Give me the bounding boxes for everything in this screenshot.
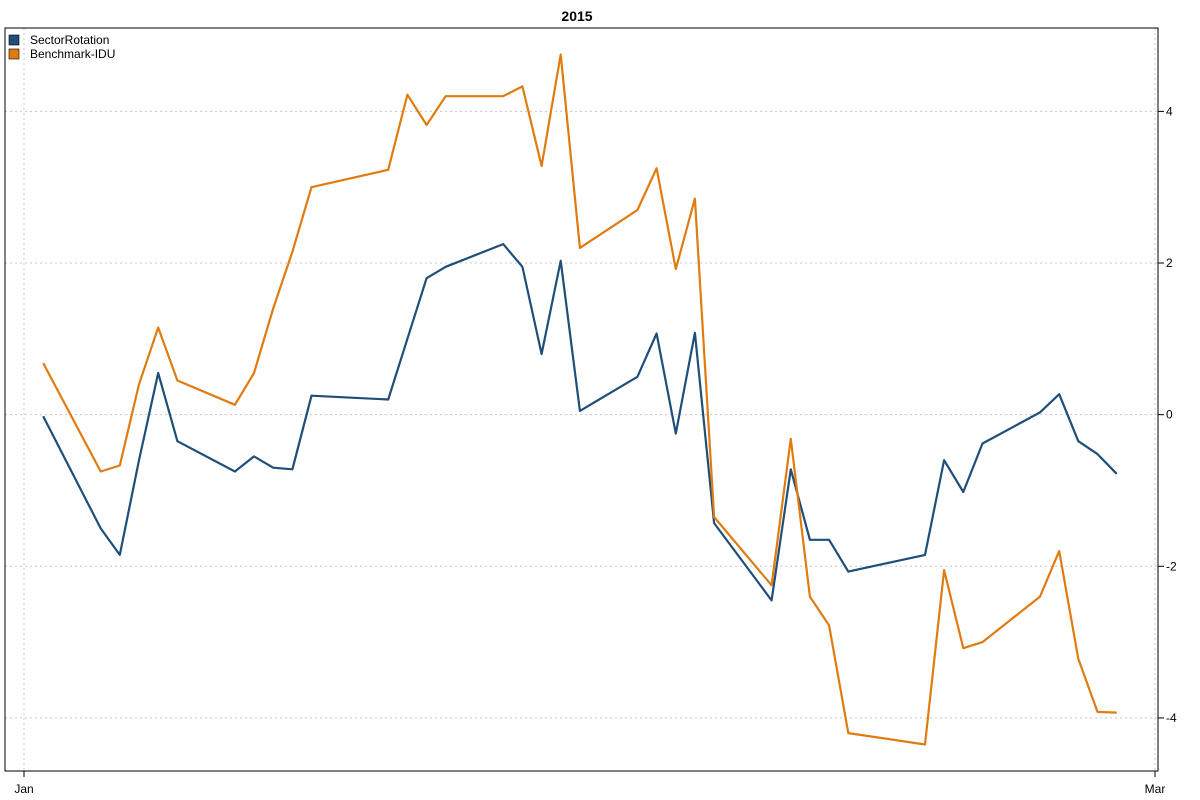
- x-tick-label: Jan: [14, 782, 33, 796]
- x-tick-label: Mar: [1145, 782, 1166, 796]
- plot-lines: [42, 53, 1118, 746]
- legend-label: SectorRotation: [30, 33, 109, 47]
- y-tick-label: 2: [1166, 256, 1173, 270]
- grid: [5, 28, 1158, 771]
- y-tick-label: 4: [1166, 104, 1173, 118]
- axes: 4 2 0 -2 -4 Jan Mar: [14, 104, 1177, 796]
- y-tick-label: -2: [1166, 559, 1177, 573]
- legend-swatch: [8, 48, 20, 60]
- chart-title: 2015: [561, 8, 592, 24]
- series-line-benchmark-idu: [42, 53, 1117, 746]
- y-tick-label: -4: [1166, 711, 1177, 725]
- legend-swatch: [8, 34, 20, 46]
- series-line-sectorrotation: [42, 243, 1118, 602]
- y-tick-label: 0: [1166, 408, 1173, 422]
- plot-frame: [4, 27, 1159, 772]
- legend-label: Benchmark-IDU: [30, 47, 115, 61]
